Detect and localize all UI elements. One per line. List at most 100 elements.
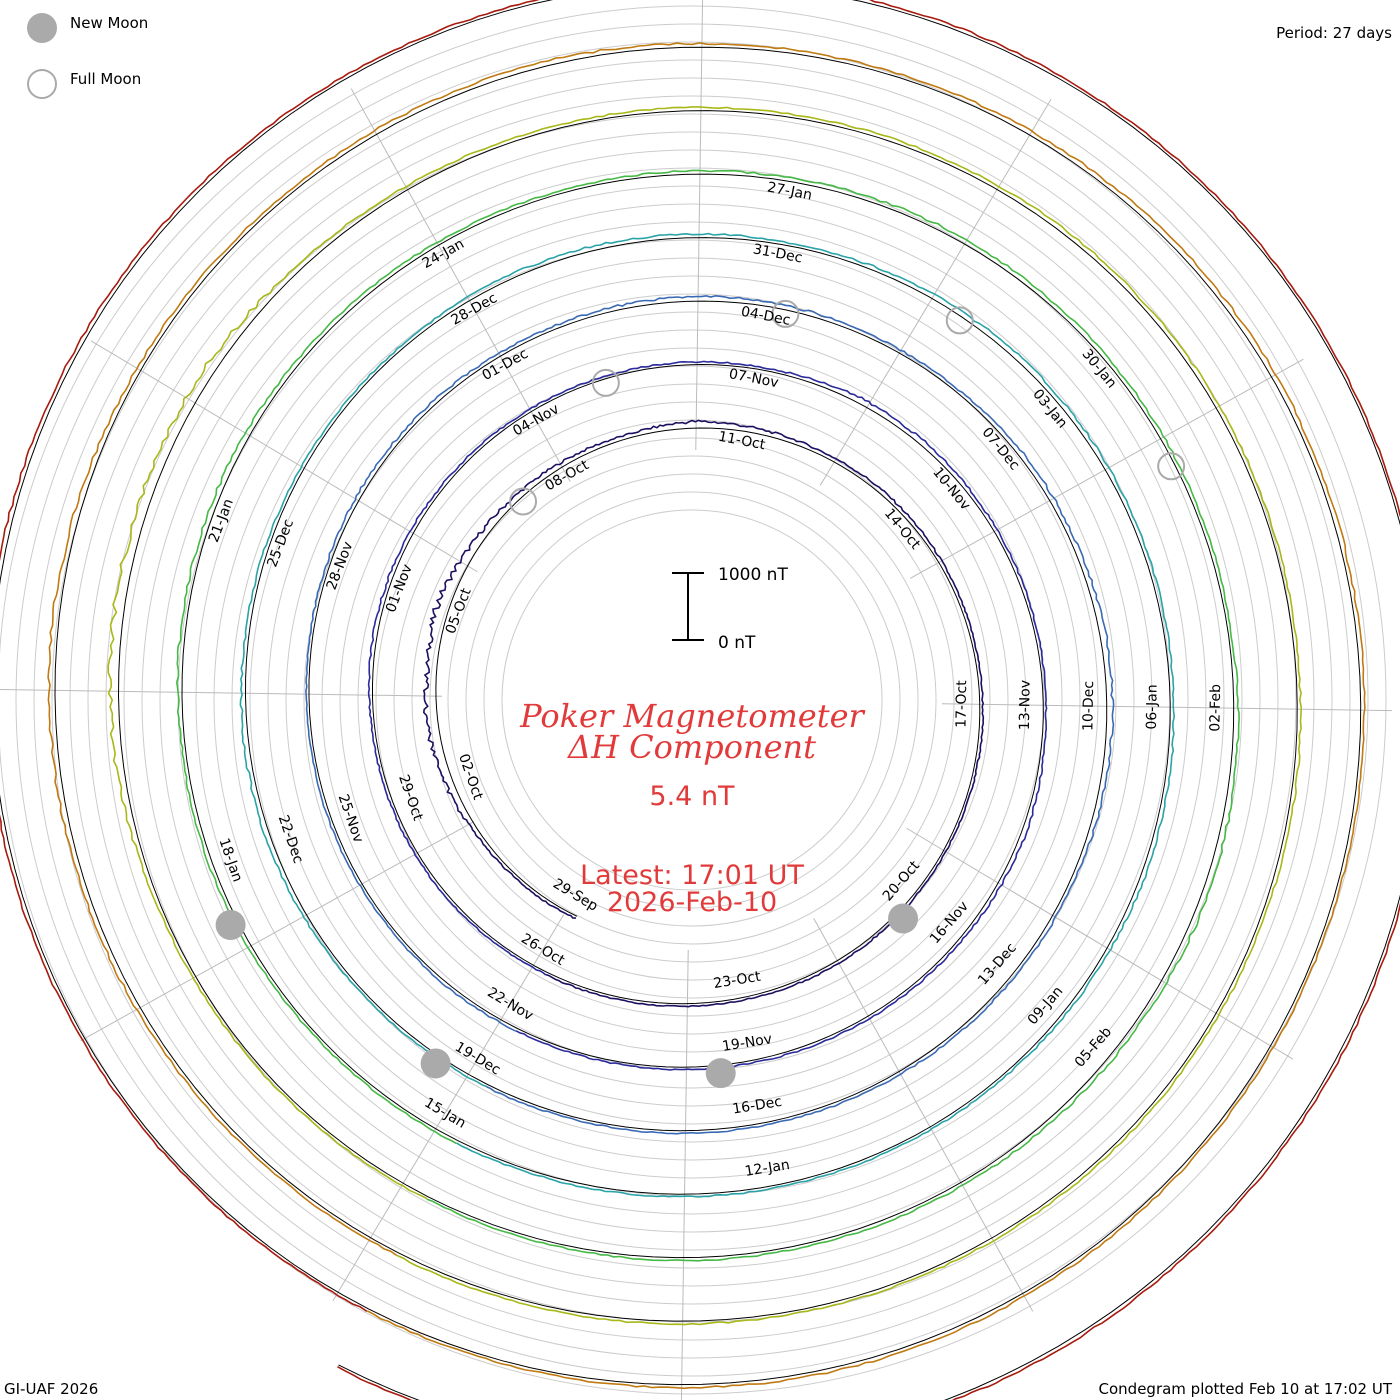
grid-ring-28 [0,5,1387,1395]
date-label-13-Nov: 13-Nov [1017,680,1034,730]
credit-label: GI-UAF 2026 [4,1380,99,1398]
plotted-label: Condegram plotted Feb 10 at 17:02 UT [1098,1380,1392,1398]
grid-ring-8 [357,365,1027,1035]
date-label-25-Dec: 25-Dec [264,517,297,569]
grid-ring-22 [105,113,1279,1287]
grid-spoke-9 [906,827,1294,1060]
grid-ring-20 [141,149,1243,1251]
grid-spoke-8 [941,703,1392,712]
grid-ring-3 [447,455,937,945]
grid-spoke-10 [813,918,1034,1312]
new-moon-icon [27,13,57,43]
series-line-3 [239,232,1176,1198]
date-label-13-Dec: 13-Dec [975,940,1020,988]
legend-full-moon-label: Full Moon [70,70,142,88]
series-line-0 [422,419,985,1008]
scale-bottom-label: 0 nT [718,633,756,653]
date-label-10-Nov: 10-Nov [929,464,973,513]
scale-bar: 1000 nT 0 nT [672,565,788,653]
date-label-01-Dec: 01-Dec [479,346,530,384]
grid-ring-26 [33,41,1351,1359]
date-label-10-Dec: 10-Dec [1080,681,1097,731]
grid-ring-13 [267,275,1117,1125]
full-moon-marker-1 [591,368,620,397]
date-label-15-Jan: 15-Jan [421,1095,468,1132]
date-label-02-Oct: 02-Oct [455,752,486,803]
grid-spoke-0 [332,914,565,1302]
grid-ring-6 [393,401,991,999]
new-moon-marker-1 [705,1058,736,1089]
grid-spoke-7 [910,358,1304,579]
grid-ring-12 [285,293,1099,1107]
date-label-28-Dec: 28-Dec [449,290,500,328]
chart-title: Poker Magnetometer [519,697,865,735]
latest-time: Latest: 17:01 UT [580,860,804,891]
date-label-17-Oct: 17-Oct [953,680,970,728]
latest-date: 2026-Feb-10 [607,887,777,918]
grid-ring-18 [177,185,1207,1215]
grid-ring-27 [15,23,1369,1377]
date-label-28-Nov: 28-Nov [324,540,357,593]
date-label-29-Oct: 29-Oct [395,773,426,824]
current-value: 5.4 nT [649,781,735,812]
grid-spoke-5 [695,0,704,451]
date-label-23-Oct: 23-Oct [712,969,762,992]
date-label-24-Jan: 24-Jan [420,236,467,272]
grid-rings [0,5,1387,1395]
full-moon-marker-2 [771,299,800,328]
grid-spoke-6 [819,98,1052,486]
grid-ring-21 [123,131,1261,1269]
grid-ring-0 [501,509,883,891]
grid-spoke-2 [0,689,443,697]
series-line-1 [367,360,1048,1071]
full-moon-marker-4 [1157,452,1186,481]
series-line-4 [175,169,1240,1262]
full-moon-icon [27,69,57,99]
grid-ring-9 [339,347,1045,1053]
date-label-05-Oct: 05-Oct [443,586,475,637]
date-label-06-Jan: 06-Jan [1144,684,1161,729]
date-label-25-Nov: 25-Nov [335,792,367,845]
grid-ring-11 [303,311,1081,1089]
grid-ring-4 [429,437,955,963]
grid-ring-25 [51,59,1333,1341]
grid-ring-7 [375,383,1009,1017]
date-label-27-Jan: 27-Jan [766,179,813,203]
grid-ring-19 [159,167,1225,1233]
grid-ring-23 [87,95,1297,1305]
date-label-01-Nov: 01-Nov [383,562,416,615]
date-label-20-Oct: 20-Oct [880,858,923,905]
grid-spoke-1 [80,821,474,1042]
legend-new-moon-label: New Moon [70,14,149,32]
grid-ring-2 [465,473,919,927]
grid-ring-14 [249,257,1135,1143]
date-label-08-Oct: 08-Oct [542,457,592,494]
grid-ring-24 [69,77,1315,1323]
date-label-02-Feb: 02-Feb [1207,684,1224,732]
series-line-2 [305,294,1115,1135]
date-label-14-Oct: 14-Oct [881,506,924,553]
grid-ring-15 [231,239,1153,1161]
scale-top-label: 1000 nT [718,565,788,585]
full-moon-marker-0 [509,487,538,516]
date-label-19-Nov: 19-Nov [721,1031,773,1055]
new-moon-marker-0 [888,903,919,934]
grid-spoke-11 [680,949,689,1400]
new-moon-marker-3 [215,910,246,941]
grid-ring-1 [483,491,901,909]
new-moon-marker-2 [420,1048,451,1079]
full-moon-marker-3 [945,306,974,335]
chart-subtitle: ΔH Component [566,728,816,766]
grid-spoke-4 [350,88,571,482]
period-label: Period: 27 days [1276,24,1392,42]
series-line-5 [107,106,1303,1326]
series-line-6 [47,42,1366,1390]
date-label-16-Dec: 16-Dec [731,1094,783,1118]
